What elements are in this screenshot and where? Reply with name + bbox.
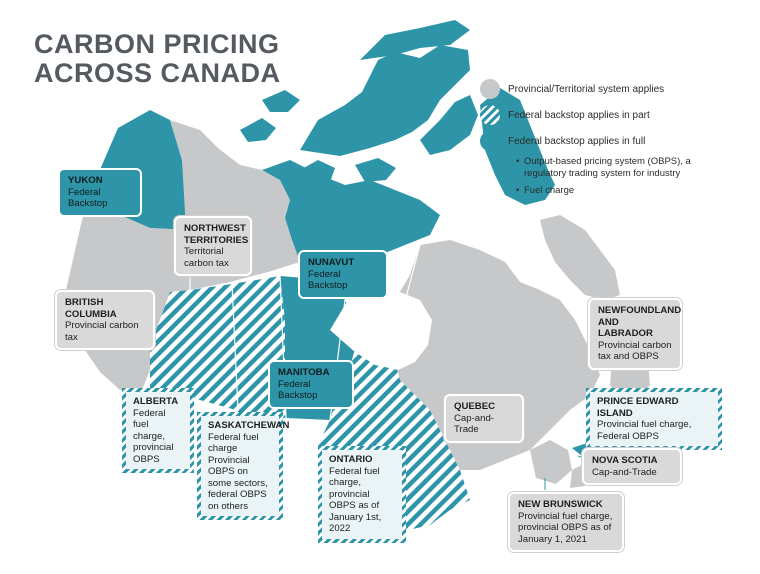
callout-nunavut: NUNAVUT Federal Backstop	[298, 250, 388, 299]
grey-swatch-icon	[480, 79, 500, 99]
legend: Provincial/Territorial system applies Fe…	[480, 76, 730, 202]
legend-item-provincial: Provincial/Territorial system applies	[480, 76, 730, 102]
region-desc: Provincial carbon tax	[65, 320, 139, 343]
callout-new-brunswick: NEW BRUNSWICK Provincial fuel charge, pr…	[508, 492, 624, 552]
callout-pei: PRINCE EDWARD ISLAND Provincial fuel cha…	[586, 388, 722, 450]
callout-quebec: QUEBEC Cap-and-Trade	[444, 394, 524, 443]
region-name: BRITISH COLUMBIA	[65, 297, 117, 320]
legend-label: Provincial/Territorial system applies	[508, 83, 665, 95]
region-name: QUEBEC	[454, 401, 496, 412]
legend-bullet: Output-based pricing system (OBPS), a re…	[516, 156, 714, 180]
legend-item-federal-part: Federal backstop applies in part	[480, 102, 730, 128]
region-name: PRINCE EDWARD ISLAND	[597, 396, 679, 419]
region-desc: Provincial fuel charge, provincial OBPS …	[518, 510, 613, 545]
legend-label: Federal backstop applies in full	[508, 135, 646, 147]
legend-item-federal-full: Federal backstop applies in full	[480, 128, 730, 154]
map-title: CARBON PRICING ACROSS CANADA	[34, 30, 281, 88]
region-desc: Provincial fuel charge, Federal OBPS	[597, 419, 692, 442]
region-desc: Provincial carbon tax and OBPS	[598, 339, 672, 363]
region-desc: Federal fuel charge, provincial OBPS as …	[329, 465, 382, 535]
region-name: NORTHWEST TERRITORIES	[184, 223, 249, 246]
region-name: NEW BRUNSWICK	[518, 499, 603, 510]
callout-alberta: ALBERTA Federal fuel charge, provincial …	[122, 388, 194, 473]
legend-bullets: Output-based pricing system (OBPS), a re…	[516, 156, 730, 197]
region-name: ALBERTA	[133, 396, 179, 407]
title-line-2: ACROSS CANADA	[34, 58, 281, 88]
region-desc: Territorial carbon tax	[184, 246, 229, 269]
region-new-brunswick	[530, 440, 572, 484]
title-line-1: CARBON PRICING	[34, 29, 280, 59]
callout-saskatchewan: SASKATCHEWAN Federal fuel charge Provinc…	[197, 412, 290, 520]
region-newfoundland	[540, 215, 620, 300]
callout-newfoundland: NEWFOUNDLAND AND LABRADOR Provincial car…	[588, 298, 682, 370]
region-desc: Federal Backstop	[278, 378, 318, 402]
region-desc: Cap-and-Trade	[592, 466, 657, 478]
region-desc: Federal Backstop	[68, 186, 108, 210]
region-name: YUKON	[68, 175, 103, 186]
callout-bc: BRITISH COLUMBIA Provincial carbon tax	[55, 290, 155, 350]
callout-manitoba: MANITOBA Federal Backstop	[268, 360, 354, 409]
callout-yukon: YUKON Federal Backstop	[58, 168, 142, 217]
region-desc: Federal Backstop	[308, 268, 348, 292]
region-desc: Federal fuel charge Provincial OBPS on s…	[208, 431, 268, 512]
region-desc: Federal fuel charge, provincial OBPS	[133, 407, 174, 465]
callout-ontario: ONTARIO Federal fuel charge, provincial …	[318, 446, 406, 543]
region-desc: Cap-and-Trade	[454, 412, 494, 436]
callout-nwt: NORTHWEST TERRITORIES Territorial carbon…	[174, 216, 252, 276]
region-name: NUNAVUT	[308, 257, 355, 268]
legend-bullet: Fuel charge	[516, 185, 714, 197]
hudson-bay	[330, 290, 432, 370]
hatch-swatch-icon	[480, 105, 500, 125]
region-name: NOVA SCOTIA	[592, 455, 658, 466]
region-quebec	[380, 240, 600, 470]
legend-label: Federal backstop applies in part	[508, 109, 650, 121]
region-name: MANITOBA	[278, 367, 330, 378]
region-name: ONTARIO	[329, 454, 373, 465]
callout-nova-scotia: NOVA SCOTIA Cap-and-Trade	[582, 448, 682, 485]
teal-swatch-icon	[480, 131, 500, 151]
region-alberta	[150, 284, 238, 410]
region-name: NEWFOUNDLAND AND LABRADOR	[598, 305, 682, 339]
region-name: SASKATCHEWAN	[208, 420, 290, 431]
